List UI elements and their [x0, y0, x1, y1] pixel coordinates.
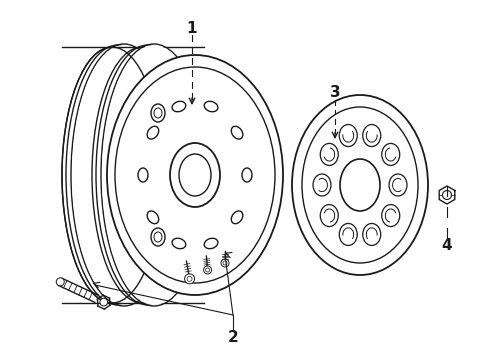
Circle shape	[221, 259, 229, 267]
Ellipse shape	[231, 211, 243, 224]
Text: 4: 4	[441, 238, 452, 252]
Ellipse shape	[138, 168, 148, 182]
Text: 1: 1	[187, 21, 197, 36]
Ellipse shape	[147, 126, 159, 139]
Circle shape	[187, 276, 192, 282]
Ellipse shape	[179, 154, 211, 196]
Ellipse shape	[340, 159, 380, 211]
Ellipse shape	[382, 204, 400, 226]
Ellipse shape	[292, 95, 428, 275]
Ellipse shape	[154, 108, 162, 118]
Ellipse shape	[204, 101, 218, 112]
Ellipse shape	[172, 238, 186, 249]
Ellipse shape	[56, 278, 64, 286]
Ellipse shape	[151, 104, 165, 122]
Text: 2: 2	[228, 330, 238, 346]
Circle shape	[442, 190, 451, 199]
Ellipse shape	[170, 143, 220, 207]
Ellipse shape	[313, 174, 331, 196]
Ellipse shape	[320, 204, 338, 226]
Circle shape	[185, 274, 195, 284]
Ellipse shape	[147, 211, 159, 224]
Ellipse shape	[339, 224, 357, 246]
Ellipse shape	[231, 126, 243, 139]
Ellipse shape	[363, 125, 381, 147]
Ellipse shape	[320, 143, 338, 166]
Ellipse shape	[204, 238, 218, 249]
Ellipse shape	[102, 45, 206, 305]
Ellipse shape	[151, 228, 165, 246]
Circle shape	[223, 261, 227, 265]
Ellipse shape	[339, 125, 357, 147]
Ellipse shape	[242, 168, 252, 182]
Ellipse shape	[72, 45, 176, 305]
Ellipse shape	[389, 174, 407, 196]
Text: 3: 3	[330, 85, 341, 99]
Ellipse shape	[382, 143, 400, 166]
Ellipse shape	[154, 232, 162, 242]
Ellipse shape	[172, 101, 186, 112]
Ellipse shape	[107, 55, 283, 295]
Ellipse shape	[363, 224, 381, 246]
Polygon shape	[439, 186, 455, 204]
Circle shape	[100, 298, 108, 306]
Circle shape	[204, 266, 212, 274]
Circle shape	[206, 268, 210, 272]
